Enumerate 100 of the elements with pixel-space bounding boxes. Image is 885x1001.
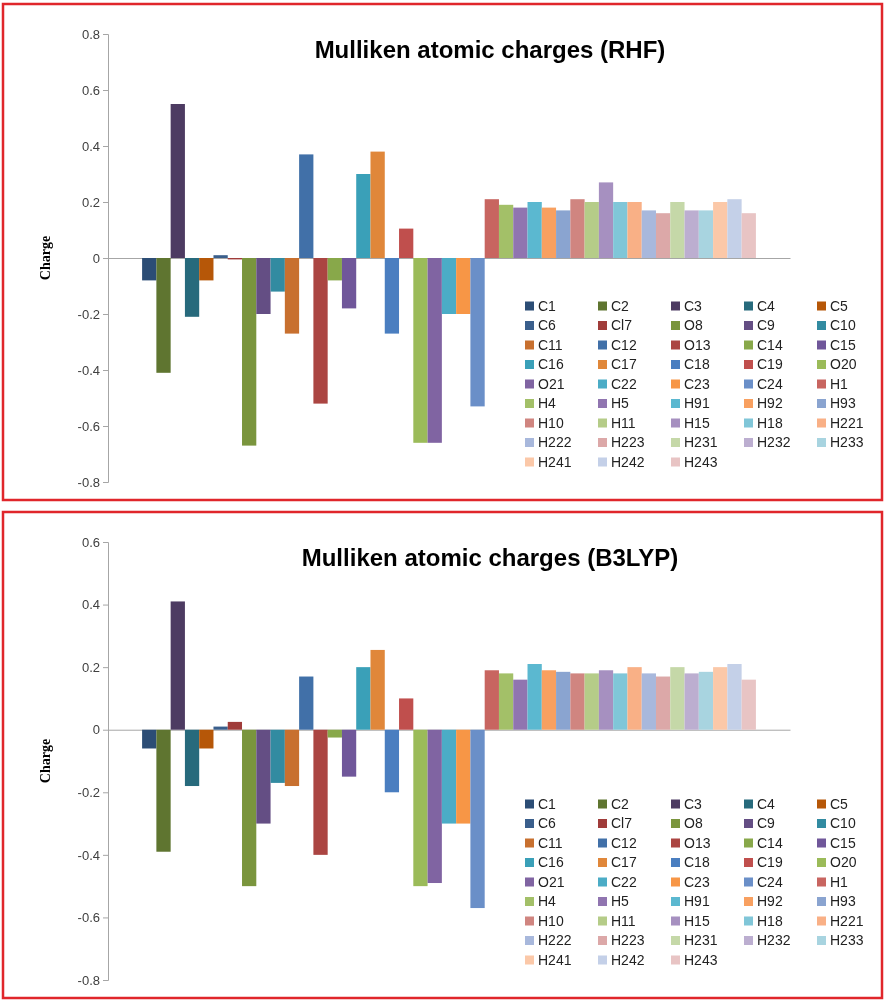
- legend-label: C5: [830, 297, 849, 314]
- bar: [655, 213, 671, 258]
- legend-label: H15: [684, 414, 710, 431]
- bar: [627, 202, 642, 258]
- legend-label: C19: [757, 356, 783, 372]
- y-tick-label: -0.2: [77, 306, 100, 322]
- legend-label: C19: [757, 854, 783, 870]
- bar: [427, 729, 442, 884]
- legend-label: C10: [830, 317, 856, 333]
- bar: [370, 649, 385, 730]
- legend-label: C16: [538, 854, 564, 870]
- legend-label: C22: [611, 873, 637, 890]
- bar: [270, 729, 285, 783]
- bar: [427, 258, 442, 443]
- legend-label: H18: [757, 414, 783, 431]
- legend-label: H11: [611, 912, 636, 929]
- legend-label: H233: [830, 932, 864, 948]
- legend-label: Cl7: [611, 317, 633, 333]
- bar: [242, 258, 257, 446]
- y-tick-label: -0.4: [77, 362, 100, 378]
- legend-label: O21: [538, 375, 565, 392]
- bar: [470, 258, 485, 407]
- bar: [356, 174, 371, 258]
- bar: [242, 729, 257, 887]
- legend-label: H93: [830, 395, 856, 411]
- bar: [670, 202, 685, 258]
- legend-label: C9: [757, 317, 776, 333]
- legend-label: C14: [757, 336, 783, 353]
- bar: [570, 673, 585, 730]
- bar: [684, 673, 699, 730]
- legend-label: H231: [684, 434, 718, 450]
- y-tick-label: 0.6: [81, 82, 100, 98]
- legend-label: C14: [757, 834, 783, 851]
- bar: [199, 258, 214, 281]
- legend-label: C24: [757, 375, 783, 392]
- legend-label: H232: [757, 932, 791, 948]
- bar: [556, 671, 571, 730]
- legend-label: C16: [538, 356, 564, 372]
- legend-label: H221: [830, 912, 864, 929]
- bar: [142, 729, 157, 749]
- legend-label: H242: [611, 951, 645, 968]
- bar: [484, 670, 499, 730]
- y-tick-label: 0.4: [81, 138, 100, 154]
- bar: [698, 671, 714, 730]
- bar: [584, 673, 599, 730]
- y-tick-label: 0.2: [81, 659, 100, 675]
- legend-label: C6: [538, 815, 557, 831]
- bar: [713, 202, 728, 258]
- legend-label: C6: [538, 317, 557, 333]
- bar: [641, 673, 656, 730]
- legend-label: C12: [611, 336, 637, 353]
- bar: [541, 207, 557, 258]
- bar: [641, 210, 656, 258]
- legend-label: C3: [684, 297, 703, 314]
- bar: [227, 721, 243, 730]
- bar: [727, 664, 742, 730]
- legend-label: H222: [538, 434, 572, 450]
- bar: [413, 729, 428, 887]
- legend-label: H10: [538, 414, 564, 431]
- legend-label: H15: [684, 912, 710, 929]
- legend-label: H222: [538, 932, 572, 948]
- legend-label: O20: [830, 854, 857, 870]
- legend-label: C11: [538, 336, 563, 353]
- legend-label: C22: [611, 375, 637, 392]
- legend-label: C12: [611, 834, 637, 851]
- bar: [299, 676, 314, 730]
- legend-label: H18: [757, 912, 783, 929]
- bar: [170, 601, 185, 730]
- legend-label: C24: [757, 873, 783, 890]
- legend-label: Cl7: [611, 815, 633, 831]
- bar: [327, 258, 342, 281]
- bar: [313, 729, 328, 855]
- bar: [384, 258, 400, 334]
- legend-label: C11: [538, 834, 563, 851]
- y-tick-label: 0.2: [81, 194, 100, 210]
- legend-label: C23: [684, 873, 710, 890]
- y-tick-label: -0.4: [77, 847, 100, 863]
- legend-label: H91: [684, 893, 710, 909]
- chart-title: Mulliken atomic charges (RHF): [314, 36, 666, 63]
- legend-label: C4: [757, 297, 776, 314]
- bar: [313, 258, 328, 404]
- bar: [556, 210, 571, 258]
- legend-label: C4: [757, 795, 776, 812]
- bar: [456, 729, 471, 824]
- legend-label: H11: [611, 414, 636, 431]
- bar: [356, 667, 371, 730]
- legend-label: H5: [611, 395, 630, 411]
- bar: [570, 199, 585, 258]
- bar: [584, 202, 599, 258]
- legend-label: O20: [830, 356, 857, 372]
- y-axis-title: Charge: [38, 738, 53, 784]
- bar: [470, 729, 485, 909]
- legend-label: O8: [684, 317, 703, 333]
- bar: [741, 213, 756, 258]
- bar: [655, 676, 671, 730]
- y-tick-label: 0.8: [81, 26, 100, 42]
- bar: [498, 204, 514, 258]
- legend-label: H221: [830, 414, 864, 431]
- bar: [142, 258, 157, 281]
- y-tick-label: -0.2: [77, 784, 100, 800]
